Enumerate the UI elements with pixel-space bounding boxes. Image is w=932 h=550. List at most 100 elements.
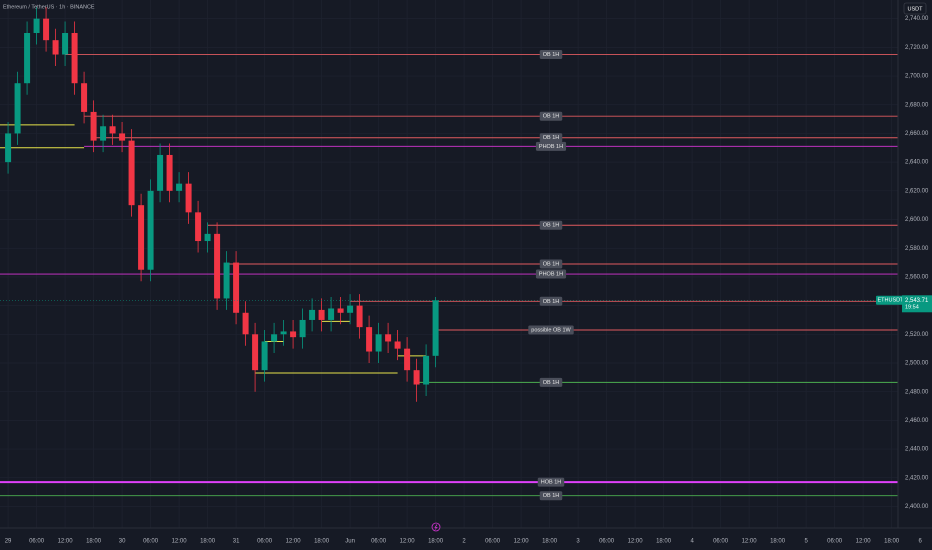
- level-label: OB 1H: [543, 114, 560, 120]
- plot-area: [0, 7, 898, 497]
- candle-body: [119, 133, 126, 141]
- level-label: HOB 1H: [541, 480, 562, 486]
- x-tick-label: 18:00: [428, 539, 444, 545]
- y-tick-label: 2,720.00: [905, 45, 929, 51]
- y-tick-label: 2,660.00: [905, 131, 929, 137]
- currency[interactable]: USDT: [908, 6, 924, 12]
- last-price-label: 2,543.71: [905, 298, 929, 304]
- candle-body: [90, 111, 97, 141]
- x-tick-label: 06:00: [599, 539, 615, 545]
- level-label: OB 1H: [543, 135, 560, 141]
- level-label-box: [539, 259, 563, 269]
- x-tick-label: 12:00: [856, 539, 872, 545]
- x-tick-label: 2: [462, 539, 466, 545]
- x-tick-label: 29: [5, 539, 12, 545]
- y-tick-label: 2,600.00: [905, 217, 929, 223]
- candle-body: [214, 233, 221, 299]
- candle-body: [413, 370, 420, 385]
- x-tick-label: 18:00: [542, 539, 558, 545]
- candle-body: [204, 233, 211, 242]
- candle-body: [52, 40, 59, 55]
- candle-body: [280, 331, 287, 335]
- x-tick-label: Jun: [345, 539, 355, 545]
- x-tick-label: 18:00: [86, 539, 102, 545]
- level-label-box: [539, 491, 563, 501]
- candle-body: [242, 312, 249, 335]
- level-label-box: [539, 133, 563, 143]
- level-label-box: [535, 269, 567, 279]
- replay-icon[interactable]: [431, 522, 441, 532]
- candle-body: [366, 327, 373, 352]
- y-tick-label: 2,580.00: [905, 246, 929, 252]
- candle-body: [138, 205, 145, 270]
- candle-body: [394, 341, 401, 349]
- candle-body: [71, 33, 78, 84]
- level-label-box: [528, 325, 574, 335]
- candle-body: [5, 133, 12, 163]
- level-label: OB 1H: [543, 52, 560, 58]
- level-label: OB 1H: [543, 261, 560, 267]
- candle-body: [328, 308, 335, 320]
- candle-body: [309, 309, 316, 320]
- level-label-box: [535, 141, 567, 151]
- candle-body: [81, 83, 88, 112]
- y-tick-label: 2,480.00: [905, 389, 929, 395]
- candle-body: [299, 319, 306, 338]
- x-tick-label: 12:00: [172, 539, 188, 545]
- candle-body: [109, 126, 116, 134]
- y-tick-label: 2,500.00: [905, 361, 929, 367]
- x-tick-label: 5: [804, 539, 808, 545]
- candle-body: [318, 309, 325, 320]
- symbol-title: Ethereum / TetherUS · 1h · BINANCE: [3, 4, 95, 10]
- x-tick-label: 12:00: [514, 539, 530, 545]
- candle-body: [62, 33, 69, 55]
- candle-body: [195, 212, 202, 242]
- y-tick-label: 2,420.00: [905, 475, 929, 481]
- candle-body: [14, 83, 21, 134]
- x-tick-label: 31: [233, 539, 240, 545]
- currency-box[interactable]: [903, 2, 927, 15]
- x-tick-label: 3: [576, 539, 580, 545]
- y-tick-label: 2,680.00: [905, 102, 929, 108]
- level-label: OB 1H: [543, 493, 560, 499]
- y-tick-label: 2,640.00: [905, 160, 929, 166]
- x-tick-label: 06:00: [485, 539, 501, 545]
- candle-body: [24, 33, 31, 84]
- candle-body: [176, 183, 183, 191]
- y-tick-label: 2,700.00: [905, 74, 929, 80]
- y-tick-label: 2,460.00: [905, 418, 929, 424]
- y-tick-label: 2,400.00: [905, 504, 929, 510]
- symbol-tag-label: ETHUSDT: [878, 298, 905, 304]
- x-tick-label: 6: [918, 539, 922, 545]
- candle-body: [404, 348, 411, 371]
- x-tick-label: 4: [690, 539, 694, 545]
- x-tick-label: 12:00: [742, 539, 758, 545]
- y-tick-label: 2,620.00: [905, 188, 929, 194]
- level-label-box: [539, 111, 563, 121]
- x-tick-label: 06:00: [257, 539, 273, 545]
- candle-body: [166, 154, 173, 191]
- x-tick-label: 12:00: [400, 539, 416, 545]
- level-label: PHOB 1H: [539, 144, 563, 150]
- x-tick-label: 06:00: [371, 539, 387, 545]
- candle-body: [252, 334, 259, 371]
- last-price-tag: [902, 295, 932, 313]
- x-tick-label: 12:00: [628, 539, 644, 545]
- x-tick-label: 06:00: [713, 539, 729, 545]
- x-tick-label: 18:00: [770, 539, 786, 545]
- symbol-tag: [876, 295, 905, 305]
- candle-body: [100, 126, 107, 141]
- y-tick-label: 2,740.00: [905, 16, 929, 22]
- x-tick-label: 18:00: [200, 539, 216, 545]
- candle-body: [33, 18, 40, 33]
- level-label-box: [539, 377, 563, 387]
- candle-body: [223, 262, 230, 299]
- level-label-box: [539, 220, 563, 230]
- level-label: OB 1H: [543, 380, 560, 386]
- x-tick-label: 12:00: [286, 539, 302, 545]
- x-tick-label: 18:00: [656, 539, 672, 545]
- x-tick-label: 18:00: [884, 539, 900, 545]
- candle-body: [147, 190, 154, 270]
- candle-body: [271, 334, 278, 342]
